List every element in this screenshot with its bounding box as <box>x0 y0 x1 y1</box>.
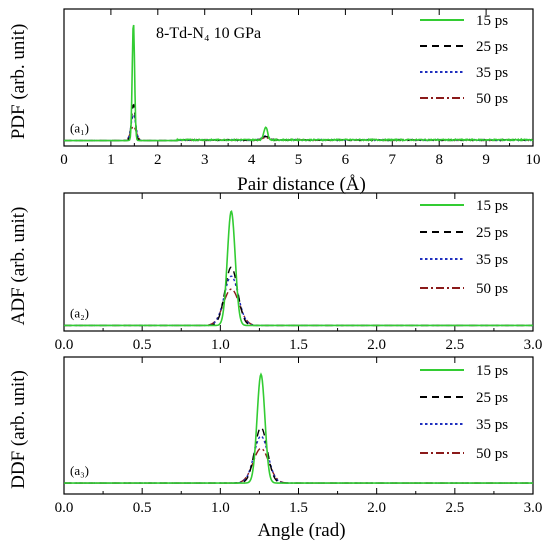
x-tick-label: 0.0 <box>55 500 74 516</box>
x-tick-label: 4 <box>248 152 256 168</box>
x-tick-label: 3 <box>201 152 209 168</box>
legend-label: 15 ps <box>476 13 508 29</box>
x-tick-label: 0.5 <box>133 337 152 353</box>
legend-label: 50 ps <box>476 446 508 462</box>
x-tick-label: 1.0 <box>211 337 230 353</box>
x-tick-label: 8 <box>435 152 443 168</box>
series-50-ps <box>64 288 533 327</box>
y-axis-title: ADF (arb. unit) <box>8 207 29 326</box>
x-tick-label: 1.5 <box>289 337 308 353</box>
plot-frame <box>63 192 534 332</box>
x-tick-label: 7 <box>389 152 397 168</box>
legend-label: 50 ps <box>476 91 508 107</box>
legend-label: 25 ps <box>476 390 508 406</box>
legend-label: 25 ps <box>476 39 508 55</box>
x-tick-label: 0 <box>60 152 68 168</box>
series-25-ps <box>64 103 534 142</box>
legend-label: 35 ps <box>476 252 508 268</box>
y-axis-title: DDF (arb. unit) <box>8 370 29 489</box>
series-50-ps <box>64 125 534 142</box>
legend-label: 35 ps <box>476 417 508 433</box>
x-tick-label: 2.5 <box>445 337 464 353</box>
x-axis-title: Pair distance (Å) <box>237 174 366 195</box>
plot-frame <box>63 356 534 495</box>
panel-2: 0.0 0.5 1.0 1.5 2.0 2.5 3.0 ADF (arb. unit) (a₂)… <box>8 192 543 353</box>
annotation: 8-Td-N₄ 10 GPa <box>156 25 261 42</box>
x-tick-label: 2.0 <box>367 337 386 353</box>
x-axis-title: Angle (rad) <box>257 520 345 541</box>
x-tick-label: 1.5 <box>289 500 308 516</box>
x-tick-label: 0.0 <box>55 337 74 353</box>
series-25-ps <box>64 266 533 327</box>
panel-label: (a₃) <box>70 463 89 478</box>
x-tick-label: 0.5 <box>133 500 152 516</box>
x-tick-label: 2 <box>154 152 162 168</box>
x-tick-label: 1.0 <box>211 500 230 516</box>
legend-label: 25 ps <box>476 225 508 241</box>
series-35-ps <box>64 435 533 484</box>
series-15-ps <box>64 24 534 143</box>
panel-label: (a₁) <box>70 121 89 136</box>
series-25-ps <box>64 426 533 484</box>
series-15-ps <box>64 209 533 327</box>
x-tick-label: 10 <box>526 152 541 168</box>
x-tick-label: 2.5 <box>445 500 464 516</box>
x-tick-label: 9 <box>482 152 490 168</box>
legend-label: 15 ps <box>476 198 508 214</box>
x-tick-label: 5 <box>295 152 303 168</box>
legend-label: 35 ps <box>476 65 508 81</box>
series-35-ps <box>64 114 534 142</box>
series-35-ps <box>64 275 533 327</box>
panel-1: 0 1 2 3 4 5 6 7 8 9 10 PDF (arb. unit) Pair distance… <box>8 8 541 195</box>
panel-3: 0.0 0.5 1.0 1.5 2.0 2.5 3.0 DDF (arb. unit) Angl… <box>8 356 543 541</box>
series-50-ps <box>64 447 533 484</box>
panel-label: (a₂) <box>70 305 89 320</box>
y-axis-title: PDF (arb. unit) <box>8 24 29 140</box>
x-tick-label: 6 <box>342 152 350 168</box>
x-tick-label: 3.0 <box>524 500 543 516</box>
legend-label: 50 ps <box>476 281 508 297</box>
legend-label: 15 ps <box>476 363 508 379</box>
series-15-ps <box>64 372 533 484</box>
x-tick-label: 3.0 <box>524 337 543 353</box>
x-tick-label: 2.0 <box>367 500 386 516</box>
x-tick-label: 1 <box>107 152 115 168</box>
